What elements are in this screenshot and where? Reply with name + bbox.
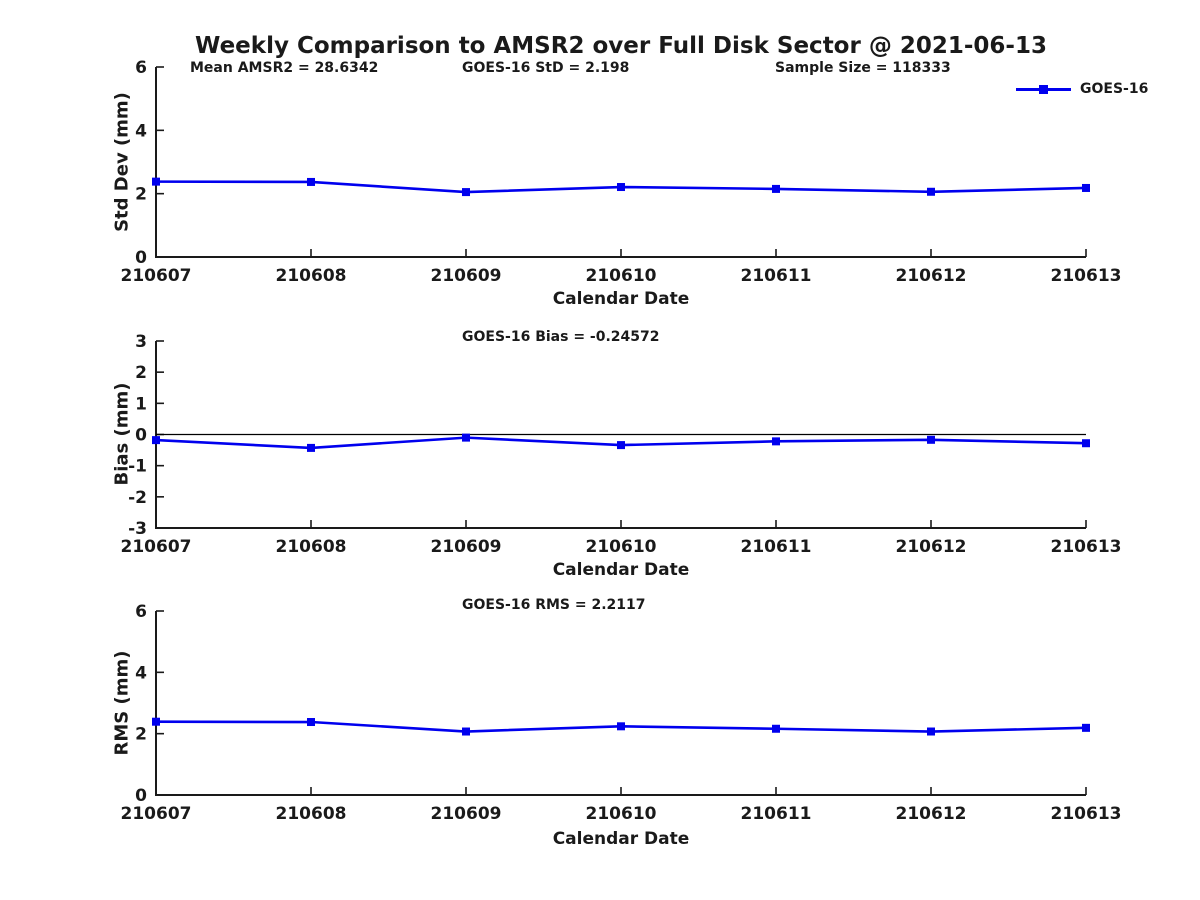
data-point-marker [1082, 183, 1090, 192]
x-tick-label: 210611 [741, 537, 812, 557]
subplot-rms: 210607 210608 210609 210610 210611 210612 2106… [121, 602, 1122, 824]
y-tick-label: 0 [135, 786, 147, 806]
y-tick-label: 4 [135, 121, 147, 141]
annotation-goes16-bias: GOES-16 Bias = -0.24572 [462, 329, 660, 345]
y-tick-label: 2 [135, 725, 147, 745]
x-tick-label: 210608 [276, 266, 347, 286]
x-tick-label: 210613 [1051, 537, 1122, 557]
x-tick-label: 210609 [431, 266, 502, 286]
y-tick-label: 1 [135, 394, 147, 414]
subplot-std-dev: 210607 210608 210609 210610 210611 210612 2106… [121, 58, 1122, 286]
data-point-marker [307, 177, 315, 186]
x-axis-label-calendar-date-2: Calendar Date [552, 560, 690, 580]
y-tick-label: 6 [135, 58, 147, 78]
x-tick-label: 210613 [1051, 266, 1122, 286]
subplot-bias: 210607 210608 210609 210610 210611 210612 2106… [121, 332, 1122, 557]
y-tick-label: -2 [128, 488, 147, 508]
data-point-marker [1082, 723, 1090, 732]
axis-frame [155, 611, 1086, 796]
data-point-marker [1082, 439, 1090, 448]
x-tick-label: 210611 [741, 804, 812, 824]
x-tick-label: 210607 [121, 266, 192, 286]
data-point-marker [307, 718, 315, 727]
y-axis-label-std-dev: Std Dev (mm) [111, 92, 133, 232]
x-tick-label: 210611 [741, 266, 812, 286]
y-tick-label: -3 [128, 519, 147, 539]
legend-label: GOES-16 [1080, 81, 1149, 97]
x-axis-label-calendar-date-3: Calendar Date [552, 829, 690, 849]
y-tick-label: 2 [135, 185, 147, 205]
x-tick-label: 210607 [121, 804, 192, 824]
data-point-marker [617, 441, 625, 450]
data-point-marker [462, 188, 470, 197]
annotation-sample-size: Sample Size = 118333 [775, 60, 951, 76]
x-tick-label: 210609 [431, 537, 502, 557]
data-point-marker [617, 722, 625, 731]
x-tick-label: 210608 [276, 804, 347, 824]
data-point-marker [927, 187, 935, 196]
legend: GOES-16 [1016, 81, 1148, 97]
x-tick-label: 210609 [431, 804, 502, 824]
chart-title: Weekly Comparison to AMSR2 over Full Dis… [195, 33, 1047, 59]
x-tick-label: 210607 [121, 537, 192, 557]
data-point-marker [772, 437, 780, 446]
y-tick-label: 4 [135, 663, 147, 683]
y-axis-label-rms: RMS (mm) [111, 650, 133, 756]
axis-frame [155, 67, 1086, 258]
x-tick-label: 210610 [586, 266, 657, 286]
data-point-marker [927, 727, 935, 736]
x-tick-label: 210612 [896, 537, 967, 557]
data-point-marker [617, 183, 625, 192]
data-point-marker [307, 443, 315, 452]
x-axis-label-calendar-date-1: Calendar Date [552, 289, 690, 309]
x-tick-label: 210610 [586, 804, 657, 824]
data-point-marker [152, 436, 160, 445]
data-point-marker [772, 184, 780, 193]
data-point-marker [462, 727, 470, 736]
data-point-marker [772, 724, 780, 733]
data-point-marker [152, 717, 160, 726]
x-tick-label: 210610 [586, 537, 657, 557]
legend-line-sample [1016, 84, 1071, 94]
x-tick-label: 210612 [896, 266, 967, 286]
x-tick-label: 210608 [276, 537, 347, 557]
y-tick-label: 3 [135, 332, 147, 352]
data-point-marker [927, 435, 935, 444]
y-tick-label: 2 [135, 363, 147, 383]
y-tick-label: 0 [135, 426, 147, 446]
legend-marker-icon [1039, 84, 1048, 94]
y-tick-label: 6 [135, 602, 147, 622]
annotation-mean-amsr2: Mean AMSR2 = 28.6342 [190, 60, 379, 76]
y-tick-label: -1 [128, 457, 147, 477]
y-axis-label-bias: Bias (mm) [111, 382, 133, 486]
y-tick-label: 0 [135, 248, 147, 268]
x-tick-label: 210612 [896, 804, 967, 824]
data-point-marker [152, 177, 160, 186]
data-point-marker [462, 433, 470, 442]
annotation-goes16-rms: GOES-16 RMS = 2.2117 [462, 597, 646, 613]
annotation-goes16-std: GOES-16 StD = 2.198 [462, 60, 630, 76]
x-tick-label: 210613 [1051, 804, 1122, 824]
